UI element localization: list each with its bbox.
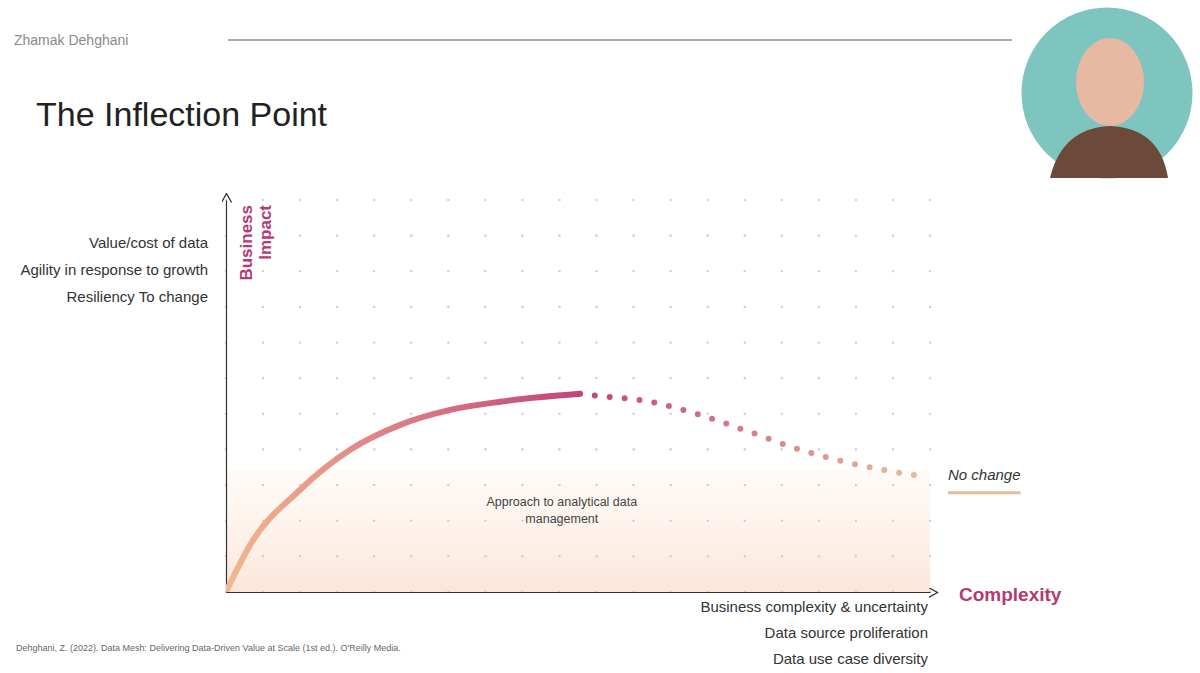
plot: Approach to analytical datamanagement No … — [226, 200, 1021, 593]
video-frame — [1019, 5, 1195, 181]
grid-line — [226, 555, 930, 557]
grid-line — [226, 306, 930, 308]
legend: No change — [948, 466, 1021, 493]
axis-line — [227, 592, 931, 593]
legend-label: No change — [948, 466, 1021, 483]
background-band — [226, 470, 930, 592]
grid-line — [929, 200, 931, 592]
x-axis-note: Data use case diversity — [773, 650, 929, 667]
x-axis — [227, 592, 931, 594]
grid-line — [632, 200, 634, 592]
grid-line — [707, 200, 709, 592]
y-axis-note: Resiliency To change — [67, 288, 208, 305]
chart-title: The Inflection Point — [36, 95, 328, 133]
x-axis-title: Complexity — [959, 584, 1062, 605]
series-line — [580, 394, 918, 476]
y-axis-note: Value/cost of data — [89, 234, 209, 251]
y-axis — [226, 201, 228, 593]
grid-line — [226, 413, 930, 415]
grid-line — [226, 484, 930, 486]
grid-line — [225, 200, 227, 592]
video-figure — [1076, 38, 1144, 126]
grid-line — [410, 200, 412, 592]
y-axis-notes: Value/cost of data Agility in response to… — [20, 234, 208, 305]
y-axis-title: BusinessImpact — [237, 205, 275, 281]
series-label: Approach to analytical datamanagement — [486, 495, 637, 526]
axis-line — [226, 201, 227, 593]
grid-line — [781, 200, 783, 592]
slide: Zhamak Dehghani The Inflection Point Appro… — [0, 0, 1200, 673]
grid-line — [670, 200, 672, 592]
grid-line — [818, 200, 820, 592]
y-axis-note: Agility in response to growth — [20, 261, 208, 278]
x-axis-note: Data source proliferation — [765, 624, 928, 641]
grid-line — [226, 591, 930, 593]
series-line — [226, 394, 580, 592]
grid-line — [855, 200, 857, 592]
grid-line — [226, 448, 930, 450]
legend-key — [948, 491, 1021, 494]
grid-line — [299, 200, 301, 592]
grid-line — [892, 200, 894, 592]
video-figure — [1050, 126, 1168, 178]
x-axis-note: Business complexity & uncertainty — [700, 598, 928, 615]
header-rule — [228, 40, 1012, 41]
presenter-video — [1019, 5, 1195, 181]
grid-line — [447, 200, 449, 592]
grid-line — [226, 341, 930, 343]
grid-line — [336, 200, 338, 592]
grid-line — [226, 235, 930, 237]
grid-line — [226, 270, 930, 272]
grid-line — [744, 200, 746, 592]
grid-line — [373, 200, 375, 592]
grid-line — [226, 377, 930, 379]
author: Zhamak Dehghani — [14, 32, 128, 48]
series-group — [226, 394, 918, 592]
grid-line — [484, 200, 486, 592]
grid — [226, 200, 930, 592]
citation: Dehghani, Z. (2022). Data Mesh: Deliveri… — [16, 643, 401, 653]
grid-line — [226, 199, 930, 201]
